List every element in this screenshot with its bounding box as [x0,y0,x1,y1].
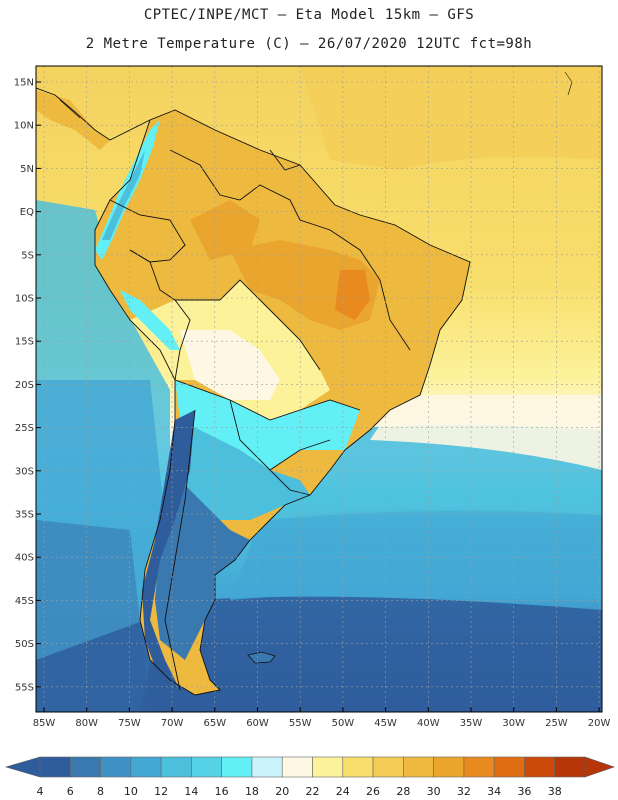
lon-label: 30W [502,718,525,729]
lat-label: 5S [21,250,34,261]
colorbar-segment [221,756,253,778]
colorbar-min-arrow [4,756,41,778]
colorbar-segment [524,756,556,778]
colorbar-value-label: 38 [548,785,562,798]
colorbar-segment [191,756,222,778]
continent-south-america [95,110,470,695]
colorbar-segment [281,756,313,778]
latitude-axis: 15N 10N 5N EQ 5S 10S 15S 20S 25S 30S 35S 40S 45S 50S 5… [14,78,41,693]
colorbar-segment [372,756,404,778]
map-field [36,66,602,712]
map-title-line1: CPTEC/INPE/MCT – Eta Model 15km – GFS [143,7,475,23]
colorbar: 4 6 8 10 12 14 16 18 20 22 24 26 28 30 32 34 36 38 [4,756,615,798]
colorbar-value-label: 14 [184,785,198,798]
colorbar-segment [312,756,344,778]
longitude-axis: 85W 80W 75W 70W 65W 60W 55W 50W 45W 40W 35W 30W 25W 2… [33,707,611,729]
lon-label: 50W [332,718,355,729]
lon-label: 35W [460,718,483,729]
colorbar-segment [130,756,162,778]
colorbar-value-label: 12 [154,785,168,798]
lon-label: 85W [33,718,56,729]
colorbar-segment [554,756,586,778]
colorbar-value-label: 16 [215,785,229,798]
lat-label: 30S [15,466,34,477]
lon-label: 75W [118,718,141,729]
colorbar-value-label: 32 [457,785,471,798]
lat-label: 25S [15,423,34,434]
lon-label: 70W [161,718,184,729]
lon-label: 60W [246,718,269,729]
lat-label: 50S [15,639,34,650]
colorbar-value-label: 24 [336,785,350,798]
colorbar-segment [493,756,525,778]
lat-label: EQ [20,207,34,218]
lon-label: 20W [588,718,611,729]
lon-label: 65W [203,718,226,729]
colorbar-segment [69,756,101,778]
colorbar-segment [39,756,71,778]
lat-label: 15S [15,337,34,348]
lat-label: 35S [15,510,34,521]
colorbar-segment [463,756,495,778]
lon-label: 80W [75,718,98,729]
lat-label: 5N [20,164,34,175]
lat-label: 45S [15,596,34,607]
colorbar-segment [342,756,374,778]
colorbar-segment [433,756,465,778]
colorbar-segment [160,756,192,778]
colorbar-value-label: 4 [37,785,44,798]
lat-label: 40S [15,553,34,564]
map-frame [35,65,603,713]
colorbar-segment [403,756,434,778]
graticule [36,66,602,712]
colorbar-value-label: 30 [427,785,441,798]
colorbar-segment [251,756,283,778]
lon-label: 45W [374,718,397,729]
lat-label: 20S [15,380,34,391]
lat-label: 55S [15,682,34,693]
colorbar-segment [100,756,132,778]
colorbar-value-label: 36 [517,785,531,798]
colorbar-value-label: 18 [245,785,259,798]
colorbar-value-label: 22 [306,785,320,798]
lon-label: 25W [545,718,568,729]
colorbar-max-arrow [584,756,615,778]
lon-label: 40W [417,718,440,729]
lat-label: 15N [14,78,34,89]
map-title-line2: 2 Metre Temperature (C) – 26/07/2020 12U… [85,36,533,52]
lon-label: 55W [289,718,312,729]
colorbar-value-label: 20 [275,785,289,798]
lat-label: 10N [14,121,34,132]
colorbar-value-label: 8 [97,785,104,798]
colorbar-value-label: 34 [487,785,501,798]
colorbar-value-label: 26 [366,785,380,798]
lat-label: 10S [15,294,34,305]
colorbar-value-label: 10 [124,785,138,798]
colorbar-value-label: 28 [396,785,410,798]
colorbar-value-label: 6 [67,785,74,798]
country-borders [94,109,471,696]
